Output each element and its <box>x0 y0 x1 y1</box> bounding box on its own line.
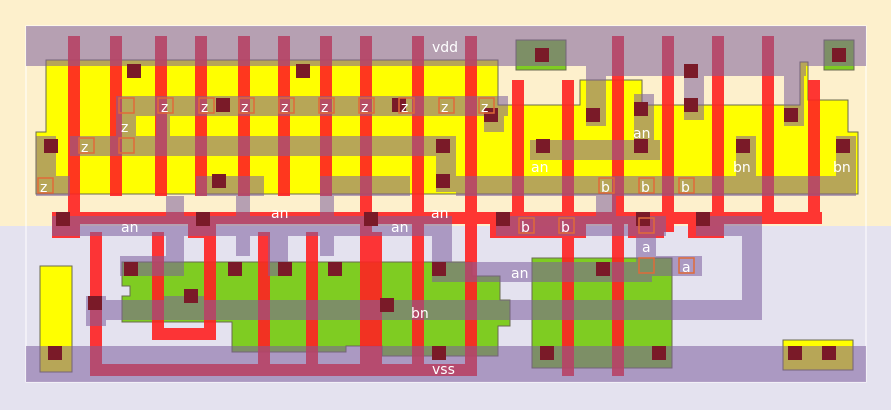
b-label: b <box>681 180 690 196</box>
z-label: z <box>281 100 288 116</box>
an-label: an <box>633 126 650 142</box>
net-labels: vdd vss z z z z z z z z z z z z an an an… <box>40 40 851 378</box>
bn-label: bn <box>733 160 751 176</box>
z-label: z <box>401 100 408 116</box>
contact <box>832 48 846 62</box>
b-label: b <box>521 220 530 236</box>
contact <box>432 262 446 276</box>
z-label: z <box>121 120 128 136</box>
z-label: z <box>81 140 88 156</box>
contact <box>436 139 450 153</box>
b-label: b <box>641 180 650 196</box>
pin-boxes <box>37 97 695 274</box>
contact <box>636 212 650 226</box>
contact <box>228 262 242 276</box>
z-label: z <box>241 100 248 116</box>
contact <box>684 64 698 78</box>
b-label: b <box>561 220 570 236</box>
contact <box>788 346 802 360</box>
an-label: an <box>391 220 408 236</box>
contact <box>296 64 310 78</box>
contact <box>540 346 554 360</box>
contact <box>184 289 198 303</box>
contact <box>196 212 210 226</box>
contact <box>380 298 394 312</box>
bn-label: bn <box>833 160 851 176</box>
contact <box>56 212 70 226</box>
contact <box>634 102 648 116</box>
z-label: z <box>201 100 208 116</box>
contact <box>127 64 141 78</box>
contact <box>652 346 666 360</box>
contact <box>496 212 510 226</box>
an-label: an <box>271 206 288 222</box>
z-label: z <box>321 100 328 116</box>
contact <box>736 139 750 153</box>
a-label: a <box>682 260 691 276</box>
bn-label: bn <box>411 306 429 322</box>
z-label: z <box>481 100 488 116</box>
contact <box>586 108 600 122</box>
contact <box>822 346 836 360</box>
contact <box>596 262 610 276</box>
contact <box>684 98 698 112</box>
contact <box>784 108 798 122</box>
an-label: an <box>121 220 138 236</box>
contact <box>278 262 292 276</box>
contact <box>212 174 226 188</box>
contact <box>328 262 342 276</box>
contact <box>836 139 850 153</box>
vss-label: vss <box>432 362 455 378</box>
an-label: an <box>531 160 548 176</box>
an-label: an <box>431 206 448 222</box>
z-label: z <box>441 100 448 116</box>
z-label: z <box>40 180 47 196</box>
contact <box>432 346 446 360</box>
contact <box>536 139 550 153</box>
an-label: an <box>511 266 528 282</box>
vdd-label: vdd <box>432 40 458 56</box>
contacts <box>44 48 850 360</box>
contact <box>124 262 138 276</box>
a-label: a <box>642 240 651 256</box>
contact <box>535 48 549 62</box>
contact <box>364 212 378 226</box>
contact <box>44 139 58 153</box>
contact <box>436 174 450 188</box>
b-label: b <box>601 180 610 196</box>
z-label: z <box>161 100 168 116</box>
contact <box>634 139 648 153</box>
contact <box>216 98 230 112</box>
contact <box>48 346 62 360</box>
contact <box>88 296 102 310</box>
contact <box>696 212 710 226</box>
z-label: z <box>361 100 368 116</box>
